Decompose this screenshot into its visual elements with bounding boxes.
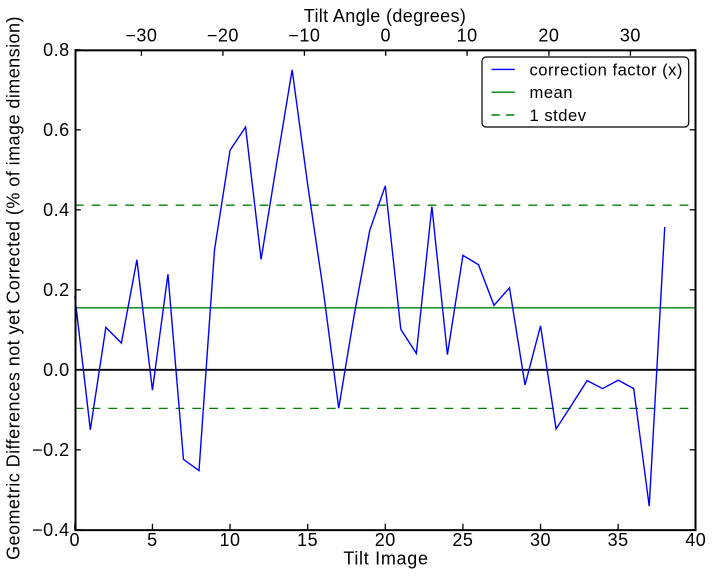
svg-text:0.6: 0.6 <box>43 120 70 140</box>
svg-text:15: 15 <box>297 530 318 550</box>
svg-text:5: 5 <box>147 530 158 550</box>
svg-text:correction factor (x): correction factor (x) <box>530 60 683 79</box>
svg-text:Tilt Image: Tilt Image <box>343 549 428 569</box>
svg-text:0: 0 <box>70 530 81 550</box>
svg-text:30: 30 <box>620 25 641 45</box>
svg-text:0.0: 0.0 <box>43 360 70 380</box>
svg-text:10: 10 <box>220 530 241 550</box>
svg-text:20: 20 <box>375 530 396 550</box>
svg-text:−30: −30 <box>125 25 157 45</box>
svg-text:−0.2: −0.2 <box>32 440 70 460</box>
svg-text:−0.4: −0.4 <box>32 520 70 540</box>
svg-text:Tilt Angle (degrees): Tilt Angle (degrees) <box>304 6 466 26</box>
svg-text:1 stdev: 1 stdev <box>530 106 587 125</box>
svg-text:40: 40 <box>685 530 706 550</box>
svg-text:20: 20 <box>538 25 559 45</box>
svg-text:0.8: 0.8 <box>43 40 70 60</box>
svg-text:35: 35 <box>608 530 629 550</box>
svg-text:0.4: 0.4 <box>43 200 70 220</box>
svg-text:mean: mean <box>530 83 574 102</box>
svg-text:0: 0 <box>380 25 391 45</box>
svg-text:0.2: 0.2 <box>43 280 70 300</box>
svg-text:−10: −10 <box>288 25 320 45</box>
svg-text:25: 25 <box>452 530 473 550</box>
svg-text:Geometric Differences not yet: Geometric Differences not yet Corrected … <box>4 16 24 560</box>
svg-text:10: 10 <box>457 25 478 45</box>
svg-text:−20: −20 <box>207 25 239 45</box>
svg-text:30: 30 <box>530 530 551 550</box>
